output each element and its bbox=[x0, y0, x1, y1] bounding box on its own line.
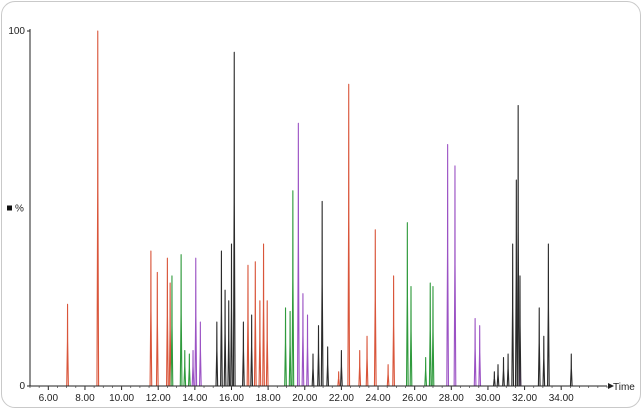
x-tick-label: 18.00 bbox=[256, 393, 281, 404]
chromatogram-peak bbox=[516, 105, 520, 387]
chromatogram-peak bbox=[253, 261, 257, 387]
x-tick-label: 12.00 bbox=[146, 393, 171, 404]
chromatogram-peak bbox=[478, 325, 482, 387]
y-tick-label: 100 bbox=[8, 26, 25, 37]
chromatogram-peak bbox=[246, 264, 250, 387]
y-label-marker bbox=[7, 205, 12, 211]
chromatogram-peak bbox=[179, 254, 183, 387]
chromatogram-peak bbox=[227, 300, 231, 387]
x-tick-label: 22.00 bbox=[329, 393, 354, 404]
chromatogram-peak bbox=[337, 371, 341, 387]
x-tick-label: 34.00 bbox=[549, 393, 574, 404]
chromatogram-peak bbox=[405, 222, 409, 387]
x-tick-label: 28.00 bbox=[439, 393, 464, 404]
chromatogram-peak bbox=[306, 314, 309, 387]
chromatogram-peak bbox=[291, 190, 295, 387]
chromatogram-peak bbox=[232, 51, 236, 387]
chromatogram-peak bbox=[431, 286, 435, 387]
chromatogram-peak bbox=[262, 243, 265, 387]
y-tick-label: 0 bbox=[19, 381, 25, 392]
chromatogram-peak bbox=[66, 303, 69, 387]
chromatogram-peak bbox=[373, 229, 377, 387]
x-tick-label: 14.00 bbox=[182, 393, 207, 404]
chromatogram-peak bbox=[424, 357, 428, 387]
chromatogram-peak bbox=[183, 349, 187, 387]
chromatogram-peak bbox=[453, 165, 457, 387]
chromatogram-peak bbox=[492, 371, 496, 387]
chromatogram-peak bbox=[155, 271, 159, 387]
chromatogram-peak bbox=[265, 300, 269, 387]
y-axis-label: % bbox=[15, 204, 24, 215]
x-tick-label: 24.00 bbox=[366, 393, 391, 404]
x-axis-label: Time bbox=[613, 382, 635, 393]
chromatogram-peak bbox=[301, 293, 305, 387]
chromatogram-peak bbox=[502, 357, 505, 387]
chromatogram-peak bbox=[428, 282, 432, 387]
x-tick-label: 8.00 bbox=[75, 393, 95, 404]
x-tick-label: 20.00 bbox=[292, 393, 317, 404]
chromatogram-peak bbox=[230, 243, 233, 387]
chromatogram-peak bbox=[250, 314, 254, 387]
chromatogram-peak bbox=[258, 300, 262, 387]
chromatogram-peak bbox=[569, 353, 573, 387]
chromatogram-peak bbox=[320, 200, 324, 387]
chromatogram-peak bbox=[446, 144, 450, 387]
chromatogram-peak bbox=[170, 275, 174, 387]
y-ticks: 0 100 bbox=[8, 26, 30, 392]
chromatogram-peak bbox=[340, 349, 343, 387]
series-3 bbox=[215, 51, 573, 387]
chromatogram-peak bbox=[358, 349, 362, 387]
chromatogram-peak bbox=[506, 353, 510, 387]
chromatogram-peak bbox=[168, 282, 172, 387]
traces bbox=[66, 30, 573, 387]
chromatogram-peak bbox=[514, 179, 518, 387]
chromatogram-peak bbox=[166, 257, 169, 387]
series-0 bbox=[66, 30, 395, 387]
chromatogram-peak bbox=[326, 346, 330, 387]
x-axis-arrow bbox=[608, 383, 614, 389]
chromatogram-peak bbox=[392, 275, 395, 387]
chromatogram-peak bbox=[215, 321, 219, 387]
chromatogram-peak bbox=[284, 307, 287, 387]
chromatogram-peak bbox=[220, 250, 223, 387]
chromatogram-peak bbox=[347, 83, 351, 387]
chromatogram-peak bbox=[409, 286, 413, 387]
x-tick-label: 26.00 bbox=[402, 393, 427, 404]
chromatogram-peak bbox=[473, 317, 477, 387]
x-tick-label: 16.00 bbox=[219, 393, 244, 404]
chromatogram-peak bbox=[317, 325, 320, 387]
x-ticks: 6.00 8.00 10.00 12.00 14.00 16.00 18.00 20.00 22… bbox=[29, 386, 608, 404]
chromatogram-peak bbox=[511, 243, 515, 387]
series-2 bbox=[191, 122, 522, 387]
x-tick-label: 32.00 bbox=[512, 393, 537, 404]
chromatogram-peak bbox=[537, 307, 541, 387]
chromatogram-peak bbox=[194, 257, 198, 387]
x-tick-label: 6.00 bbox=[39, 393, 59, 404]
chromatogram-peak bbox=[365, 335, 369, 387]
chromatogram-peak bbox=[496, 364, 500, 387]
chromatogram-peak bbox=[518, 275, 522, 387]
chromatogram-peak bbox=[542, 335, 546, 387]
chromatogram-peak bbox=[547, 243, 550, 387]
chromatogram-peak bbox=[242, 321, 245, 387]
series-1 bbox=[170, 190, 435, 387]
x-tick-label: 10.00 bbox=[109, 393, 134, 404]
chromatogram-peak bbox=[223, 289, 227, 387]
chromatogram-peak bbox=[386, 364, 390, 387]
chromatogram-peak bbox=[296, 122, 300, 387]
chromatogram-peak bbox=[288, 310, 292, 387]
chromatogram-peak bbox=[198, 321, 202, 387]
x-tick-label: 30.00 bbox=[475, 393, 500, 404]
chromatogram-peak bbox=[311, 353, 315, 387]
chromatogram-peak bbox=[187, 353, 191, 387]
chromatogram-peak bbox=[191, 349, 195, 387]
chromatogram-peak bbox=[96, 30, 100, 387]
chromatogram-peak bbox=[149, 250, 153, 387]
